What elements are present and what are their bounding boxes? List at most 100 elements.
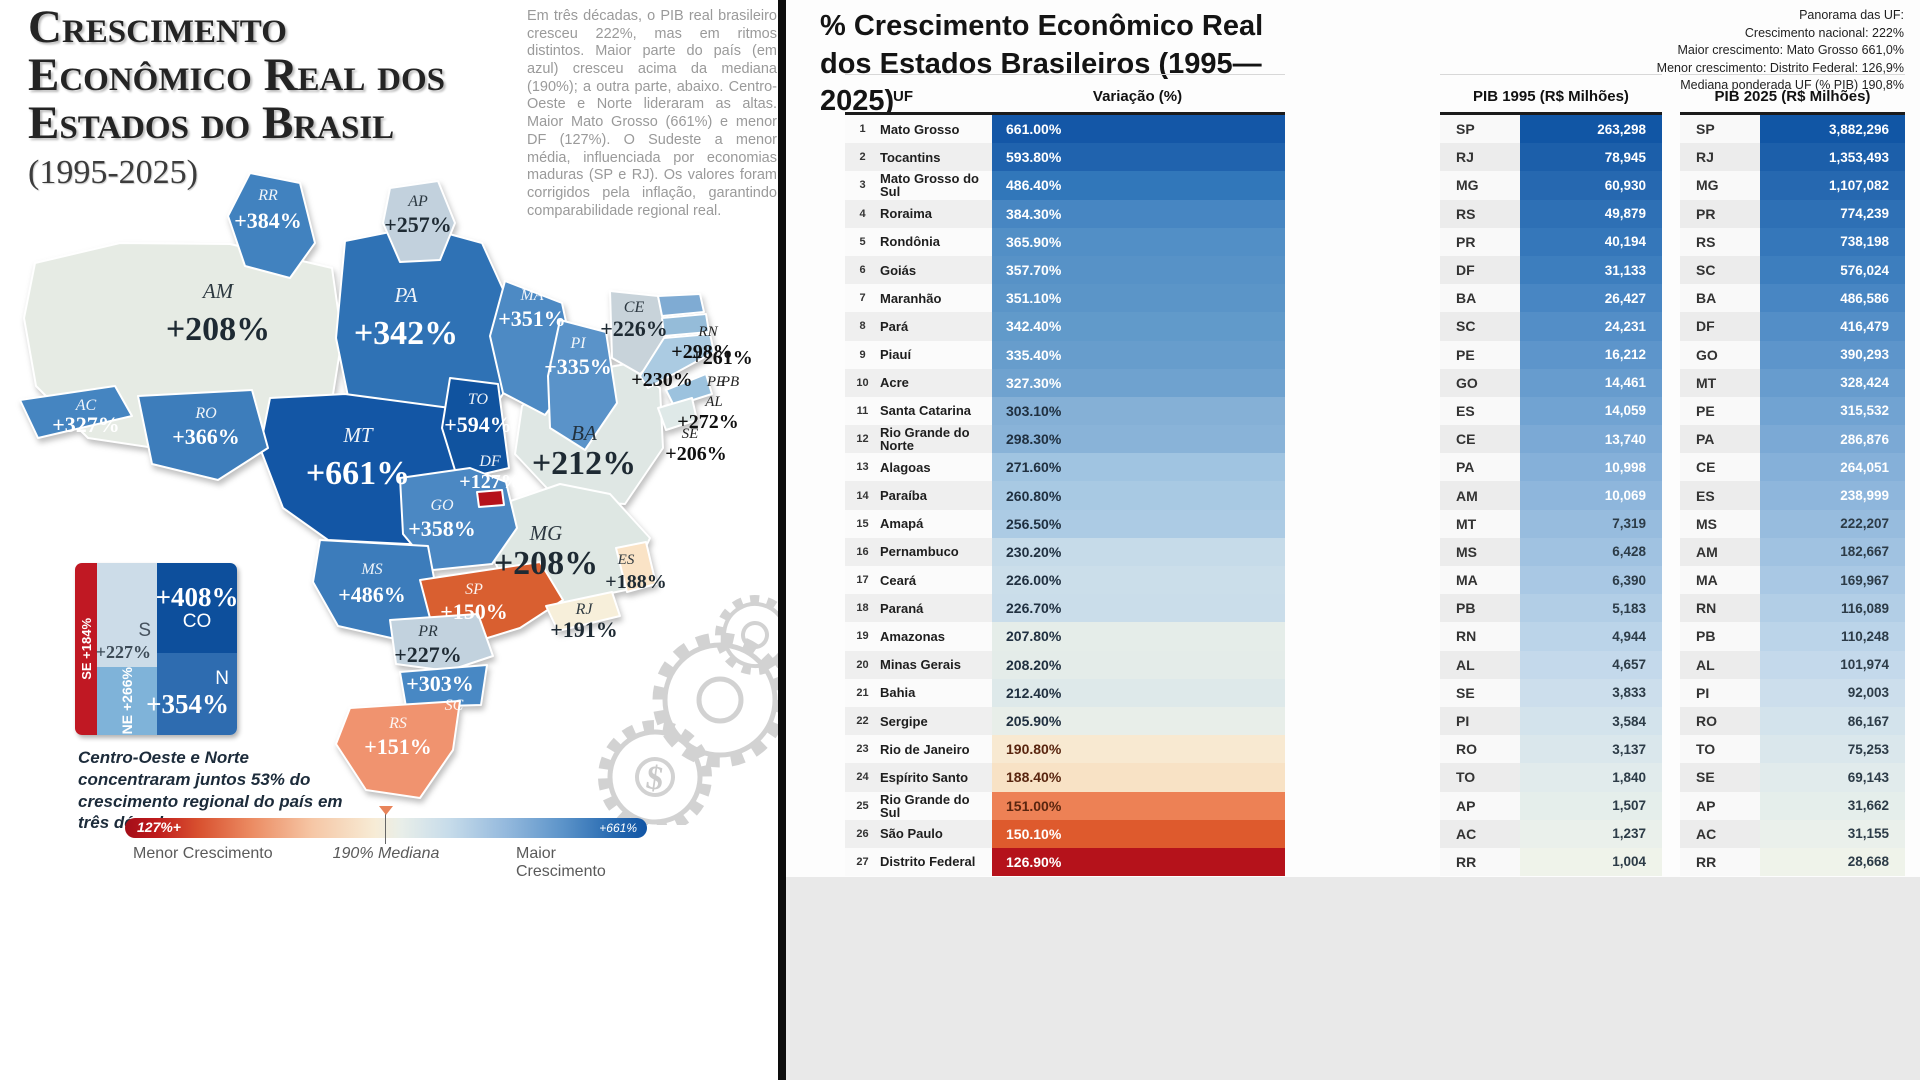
variation-cell: 188.40%: [992, 763, 1285, 792]
table-row: PB 5,183: [1440, 594, 1662, 623]
uf-cell: RO: [1440, 735, 1520, 764]
uf-name-cell: Maranhão: [880, 290, 942, 306]
table-footer-strip: [786, 877, 1920, 1080]
uf-cell: RS: [1680, 227, 1760, 256]
pib-value-cell: 60,930: [1520, 171, 1662, 200]
rank-cell: 25: [856, 799, 869, 812]
table-row: AC 31,155: [1680, 819, 1905, 848]
uf-cell: DF: [1680, 312, 1760, 341]
table-row: 2 Tocantins 593.80%: [845, 143, 1285, 172]
svg-text:+358%: +358%: [408, 516, 476, 541]
pib-value-cell: 31,133: [1520, 255, 1662, 285]
state-label-AL: AL+272%: [677, 394, 738, 433]
ranking-table-header: UF Variação (%): [845, 86, 1285, 115]
pib-value-cell: 116,089: [1760, 594, 1905, 623]
region-centro-oeste-block: +408% CO: [156, 563, 237, 653]
state-shape-AL: [665, 373, 713, 407]
state-label-SC: +303%SC: [406, 671, 474, 714]
table-row: AM 10,069: [1440, 481, 1662, 510]
svg-text:+226%: +226%: [600, 316, 668, 341]
table-row: 20 Minas Gerais 208.20%: [845, 650, 1285, 679]
svg-text:+206%: +206%: [665, 443, 726, 465]
table-row: RR 1,004: [1440, 847, 1662, 877]
uf-name-cell: Ceará: [880, 572, 917, 588]
table-row: 17 Ceará 226.00%: [845, 566, 1285, 595]
svg-text:RO: RO: [194, 405, 217, 422]
table-topline: [1440, 74, 1662, 75]
uf-name-cell: Sergipe: [880, 713, 928, 729]
pib-value-cell: 1,507: [1520, 791, 1662, 820]
table-row: AL 101,974: [1680, 650, 1905, 679]
pib-value-cell: 6,390: [1520, 566, 1662, 595]
svg-text:PE: PE: [706, 374, 725, 390]
legend-max-value: +661%: [599, 821, 637, 835]
table-row: 13 Alagoas 271.60%: [845, 453, 1285, 482]
uf-name-cell: Piauí: [880, 347, 912, 363]
pib-2025-header: PIB 2025 (R$ Milhões): [1680, 86, 1905, 115]
table-row: 3 Mato Grosso do Sul 486.40%: [845, 171, 1285, 200]
uf-name-cell: Paraná: [880, 600, 924, 616]
svg-text:+191%: +191%: [550, 617, 618, 642]
region-norte-block: N +354%: [146, 653, 237, 735]
variation-cell: 190.80%: [992, 735, 1285, 764]
rank-cell: 22: [856, 715, 869, 728]
uf-cell: BA: [1680, 284, 1760, 313]
region-sudeste-label: SE +184%: [78, 618, 94, 680]
table-row: 26 São Paulo 150.10%: [845, 819, 1285, 848]
state-label-ES: ES +188%: [605, 552, 666, 593]
rank-cell: 13: [856, 461, 869, 474]
uf-cell: MT: [1440, 509, 1520, 538]
table-row: AC 1,237: [1440, 819, 1662, 848]
table-row: MA 169,967: [1680, 566, 1905, 595]
rank-cell: 16: [856, 545, 869, 558]
table-row: 14 Paraíba 260.80%: [845, 481, 1285, 510]
svg-text:TO: TO: [468, 391, 489, 408]
uf-name-cell: Rondônia: [880, 234, 940, 250]
svg-text:RR: RR: [257, 187, 278, 204]
rank-cell: 7: [859, 292, 866, 305]
state-label-PI: PI +335%: [544, 335, 612, 379]
table-row: PE 315,532: [1680, 396, 1905, 426]
gear-icon: [715, 595, 778, 675]
table-row: 27 Distrito Federal 126.90%: [845, 847, 1285, 877]
pib-value-cell: 264,051: [1760, 453, 1905, 482]
variation-cell: 486.40%: [992, 171, 1285, 200]
treemap-right-column: +408% CO N +354%: [146, 563, 237, 735]
rank-cell: 12: [856, 433, 869, 446]
table-row: PE 16,212: [1440, 340, 1662, 369]
svg-text:RN: RN: [697, 324, 718, 340]
rank-cell: 6: [859, 264, 866, 277]
pib-value-cell: 1,107,082: [1760, 171, 1905, 200]
uf-name-cell: Acre: [880, 375, 909, 391]
legend-min-text: Menor Crescimento: [133, 845, 273, 862]
pib-value-cell: 315,532: [1760, 396, 1905, 426]
table-row: BA 26,427: [1440, 284, 1662, 313]
uf-cell: SP: [1680, 115, 1760, 144]
variation-cell: 384.30%: [992, 199, 1285, 228]
pib-value-cell: 774,239: [1760, 199, 1905, 228]
svg-text:+327%: +327%: [52, 412, 120, 437]
uf-cell: RS: [1440, 199, 1520, 228]
uf-name-cell: Mato Grosso: [880, 121, 960, 137]
svg-text:+208%: +208%: [494, 545, 598, 582]
uf-cell: PA: [1680, 425, 1760, 454]
uf-cell: MT: [1680, 368, 1760, 397]
table-row: 8 Pará 342.40%: [845, 312, 1285, 341]
region-sul-block: S +227%: [96, 563, 157, 667]
svg-text:AM: AM: [201, 279, 235, 303]
rank-cell: 26: [856, 827, 869, 840]
state-shape-PB: [661, 313, 710, 337]
table-row: CE 264,051: [1680, 453, 1905, 482]
legend-min-value: 127%+: [137, 819, 181, 835]
pib-value-cell: 3,882,296: [1760, 115, 1905, 144]
rank-cell: 21: [856, 686, 869, 699]
panorama-line: Mediana ponderada UF (% PIB) 190,8%: [1680, 78, 1904, 92]
rank-cell: 24: [856, 771, 869, 784]
svg-text:ES: ES: [617, 552, 635, 568]
region-norte-value: +354%: [146, 689, 229, 720]
uf-cell: MA: [1440, 566, 1520, 595]
uf-name-cell: Amapá: [880, 516, 924, 532]
uf-cell: TO: [1680, 735, 1760, 764]
uf-cell: AM: [1440, 481, 1520, 510]
state-shape-DF: [476, 489, 505, 508]
